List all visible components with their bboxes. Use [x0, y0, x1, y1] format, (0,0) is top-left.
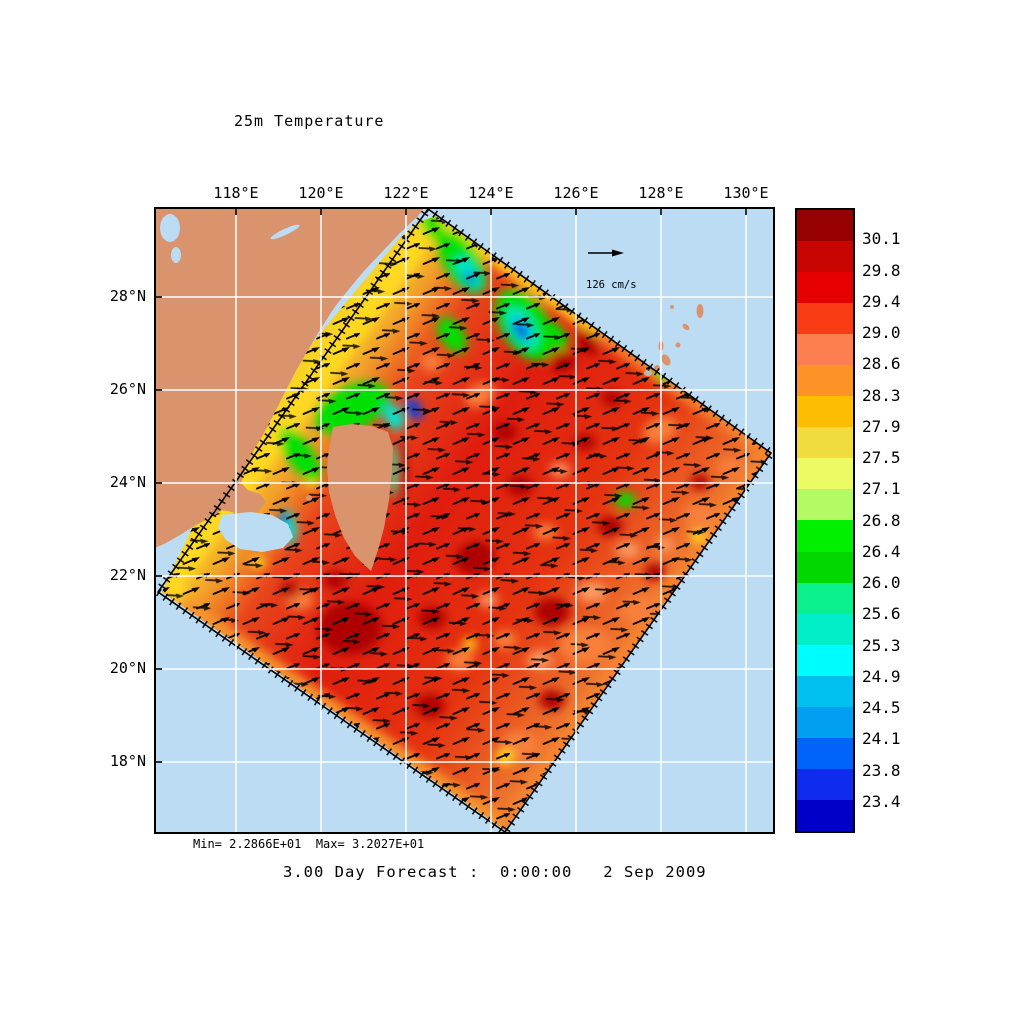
- colorbar-cell: [797, 334, 853, 366]
- colorbar-cell: [797, 458, 853, 490]
- colorbar-cell: [797, 396, 853, 428]
- x-axis-tick-label: 128°E: [638, 184, 684, 202]
- colorbar-cell: [797, 799, 853, 831]
- x-axis-tick-label: 130°E: [723, 184, 769, 202]
- colorbar-tick-label: 28.3: [862, 385, 901, 405]
- x-axis-tick-label: 122°E: [383, 184, 429, 202]
- colorbar-tick-label: 27.1: [862, 479, 901, 499]
- map-frame: [154, 207, 775, 834]
- forecast-caption: 3.00 Day Forecast : 0:00:00 2 Sep 2009: [283, 863, 707, 881]
- axis-ticks: [155, 208, 747, 763]
- colorbar-cell: [797, 520, 853, 552]
- colorbar-tick-label: 23.8: [862, 760, 901, 780]
- colorbar-tick-label: 29.8: [862, 260, 901, 280]
- colorbar-cell: [797, 303, 853, 335]
- colorbar-tick-label: 25.6: [862, 604, 901, 624]
- colorbar-cell: [797, 706, 853, 738]
- ryukyu-islands: [644, 304, 704, 376]
- colorbar-cell: [797, 272, 853, 304]
- inland-water: [160, 214, 300, 263]
- field-minmax-label: Min= 2.2866E+01 Max= 3.2027E+01: [193, 837, 425, 851]
- colorbar-cell: [797, 241, 853, 273]
- y-axis-tick-label: 22°N: [109, 566, 146, 584]
- colorbar-cell: [797, 210, 853, 242]
- colorbar-cell: [797, 427, 853, 459]
- colorbar-tick-label: 29.0: [862, 323, 901, 342]
- colorbar-cell: [797, 644, 853, 676]
- colorbar-tick-label: 27.9: [862, 416, 901, 436]
- colorbar-cell: [797, 737, 853, 769]
- colorbar-cell: [797, 489, 853, 521]
- colorbar-tick-label: 26.4: [862, 541, 901, 561]
- x-axis-tick-label: 124°E: [468, 184, 514, 202]
- colorbar-cell: [797, 675, 853, 707]
- grid-lines: [155, 208, 774, 833]
- colorbar-tick-label: 24.9: [862, 666, 901, 686]
- y-axis-tick-label: 18°N: [109, 752, 146, 770]
- colorbar-tick-label: 27.5: [862, 448, 901, 467]
- colorbar-cell: [797, 582, 853, 614]
- y-axis-tick-label: 20°N: [109, 659, 146, 677]
- penghu-islet: [306, 495, 312, 501]
- colorbar-cell: [797, 551, 853, 583]
- mainland-china-landmass: [155, 208, 424, 548]
- y-axis-tick-label: 28°N: [109, 287, 146, 305]
- colorbar-tick-label: 30.1: [862, 229, 901, 249]
- colorbar-cell: [797, 365, 853, 397]
- vector-scale-arrow: [588, 249, 624, 257]
- vector-scale-label: 126 cm/s: [586, 279, 637, 291]
- colorbar-tick-label: 23.4: [862, 791, 901, 811]
- colorbar-tick-label: 24.1: [862, 729, 901, 749]
- y-axis-tick-label: 26°N: [109, 380, 146, 398]
- colorbar-tick-label: 28.6: [862, 354, 901, 374]
- colorbar-tick-label: 24.5: [862, 698, 901, 717]
- x-axis-tick-label: 120°E: [298, 184, 344, 202]
- plot-title: 25m Temperature: [234, 112, 385, 130]
- colorbar-tick-label: 26.8: [862, 510, 901, 530]
- colorbar: [795, 208, 855, 833]
- colorbar-tick-label: 26.0: [862, 573, 901, 592]
- taiwan-island: [327, 424, 393, 571]
- colorbar-tick-label: 29.4: [862, 291, 901, 311]
- colorbar-tick-label: 25.3: [862, 635, 901, 655]
- colorbar-cell: [797, 613, 853, 645]
- y-axis-tick-label: 24°N: [109, 473, 146, 491]
- x-axis-tick-label: 126°E: [553, 184, 599, 202]
- x-axis-tick-label: 118°E: [213, 184, 259, 202]
- colorbar-cell: [797, 768, 853, 800]
